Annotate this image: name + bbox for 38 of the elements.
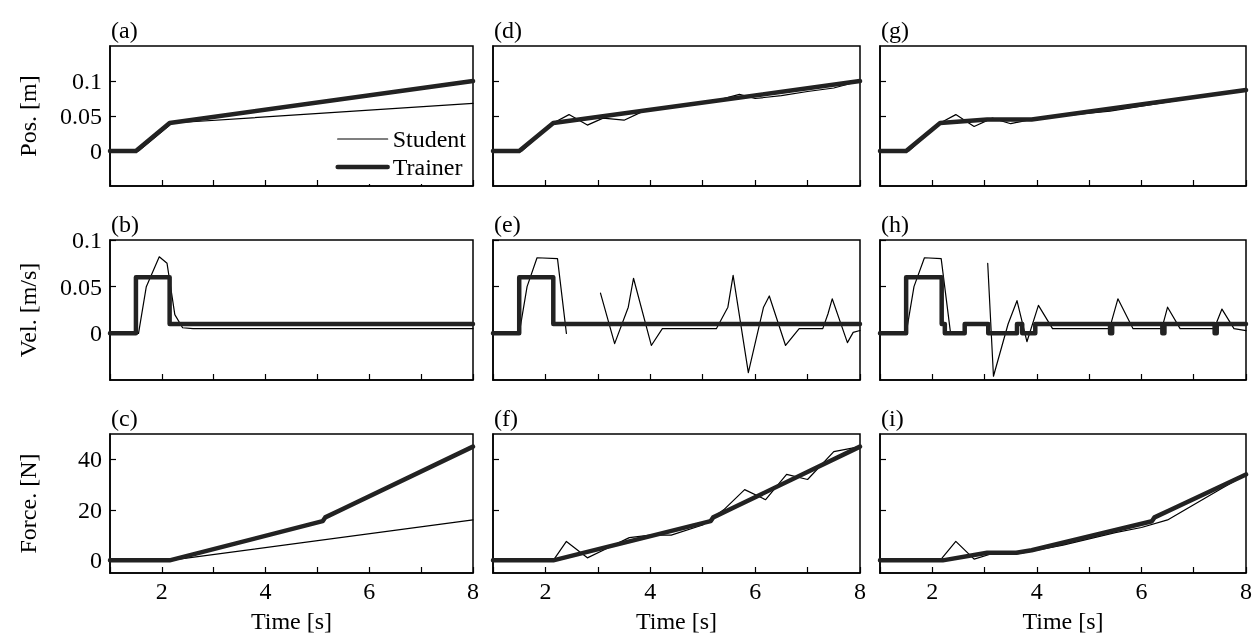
chart-title: (f) (494, 405, 518, 431)
x-tick-label: 6 (1135, 578, 1148, 604)
y-tick-label: 40 (78, 446, 102, 473)
y-tick-label: 0 (90, 547, 102, 574)
y-tick-label: 0 (90, 138, 102, 164)
x-tick-label: 4 (644, 578, 657, 604)
chart-title: (a) (111, 17, 138, 43)
x-tick-label: 6 (363, 578, 376, 604)
chart-title: (h) (881, 211, 909, 237)
x-tick-label: 8 (1240, 578, 1252, 604)
x-tick-label: 2 (155, 578, 168, 604)
y-tick-label: 0.1 (72, 68, 102, 94)
x-tick-label: 2 (926, 578, 939, 604)
y-tick-label: 0.05 (60, 273, 102, 300)
y-axis-title: Pos. [m] (15, 75, 41, 157)
chart-title: (g) (881, 17, 909, 43)
y-tick-label: 0.1 (72, 227, 102, 253)
x-tick-label: 4 (1030, 578, 1043, 604)
y-tick-label: 20 (78, 496, 102, 523)
x-tick-label: 6 (749, 578, 762, 604)
legend-label: Trainer (392, 154, 463, 180)
chart-title: (e) (494, 211, 521, 237)
x-tick-label: 8 (467, 578, 479, 604)
y-tick-label: 0 (90, 320, 102, 347)
y-axis-title: Force. [N] (15, 453, 41, 554)
x-tick-label: 4 (259, 578, 272, 604)
y-tick-label: 0.05 (60, 103, 102, 129)
chart-title: (i) (881, 405, 904, 431)
x-axis-title: Time [s] (1022, 608, 1104, 634)
chart-title: (b) (111, 211, 139, 237)
y-axis-title: Vel. [m/s] (15, 262, 41, 358)
x-axis-title: Time [s] (250, 608, 333, 634)
chart-title: (c) (111, 405, 138, 431)
x-axis-title: Time [s] (635, 608, 718, 634)
chart-title: (d) (494, 17, 522, 43)
legend-label: Student (392, 126, 467, 152)
x-tick-label: 8 (854, 578, 866, 604)
x-tick-label: 2 (539, 578, 552, 604)
